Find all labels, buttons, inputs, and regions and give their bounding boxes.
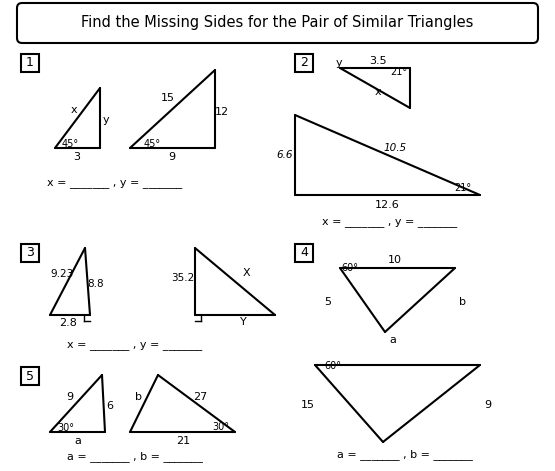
Text: 8.8: 8.8 <box>88 279 104 289</box>
FancyBboxPatch shape <box>17 3 538 43</box>
Text: 9: 9 <box>168 152 175 162</box>
FancyBboxPatch shape <box>295 54 313 72</box>
Text: x: x <box>70 105 77 115</box>
Text: a = _______ , b = _______: a = _______ , b = _______ <box>67 452 203 463</box>
Text: 27: 27 <box>193 392 207 402</box>
Text: 4: 4 <box>300 246 308 260</box>
Text: 2.8: 2.8 <box>59 318 77 328</box>
Text: 5: 5 <box>325 297 331 307</box>
Text: 6: 6 <box>107 401 114 411</box>
Text: x: x <box>375 87 381 97</box>
Text: b: b <box>460 297 467 307</box>
FancyBboxPatch shape <box>21 367 39 385</box>
Text: y: y <box>103 115 109 125</box>
Text: 6.6: 6.6 <box>277 150 293 160</box>
Text: 21°: 21° <box>455 183 472 193</box>
Text: 12.6: 12.6 <box>375 200 400 210</box>
Text: 3.5: 3.5 <box>369 56 387 66</box>
Text: 12: 12 <box>215 107 229 117</box>
Text: x = _______ , y = _______: x = _______ , y = _______ <box>47 178 183 188</box>
Text: a = _______ , b = _______: a = _______ , b = _______ <box>337 449 473 461</box>
Text: 45°: 45° <box>143 139 160 149</box>
Text: 9: 9 <box>67 392 74 402</box>
Text: 21: 21 <box>176 436 190 446</box>
Text: 60°: 60° <box>325 361 341 371</box>
Text: b: b <box>134 392 142 402</box>
FancyBboxPatch shape <box>21 54 39 72</box>
Text: Find the Missing Sides for the Pair of Similar Triangles: Find the Missing Sides for the Pair of S… <box>81 16 473 31</box>
Text: 35.2: 35.2 <box>171 273 195 283</box>
Text: 45°: 45° <box>62 139 79 149</box>
Text: 15: 15 <box>301 400 315 410</box>
Text: 2: 2 <box>300 57 308 70</box>
Text: 15: 15 <box>161 93 175 103</box>
Text: Y: Y <box>240 317 246 327</box>
Text: 60°: 60° <box>341 263 359 273</box>
Text: x = _______ , y = _______: x = _______ , y = _______ <box>67 340 203 350</box>
Text: x = _______ , y = _______: x = _______ , y = _______ <box>322 217 458 227</box>
Text: 5: 5 <box>26 370 34 382</box>
Text: 9.23: 9.23 <box>51 269 74 279</box>
Text: a: a <box>390 335 396 345</box>
FancyBboxPatch shape <box>295 244 313 262</box>
Text: 3: 3 <box>73 152 80 162</box>
Text: X: X <box>242 268 250 278</box>
Text: y: y <box>335 58 342 68</box>
FancyBboxPatch shape <box>21 244 39 262</box>
Text: 30°: 30° <box>213 422 230 432</box>
Text: 30°: 30° <box>58 423 74 433</box>
Text: 10.5: 10.5 <box>384 143 407 153</box>
Text: 10: 10 <box>388 255 402 265</box>
Text: 1: 1 <box>26 57 34 70</box>
Text: 3: 3 <box>26 246 34 260</box>
Text: 21°: 21° <box>390 67 407 77</box>
Text: 9: 9 <box>485 400 492 410</box>
Text: a: a <box>74 436 82 446</box>
